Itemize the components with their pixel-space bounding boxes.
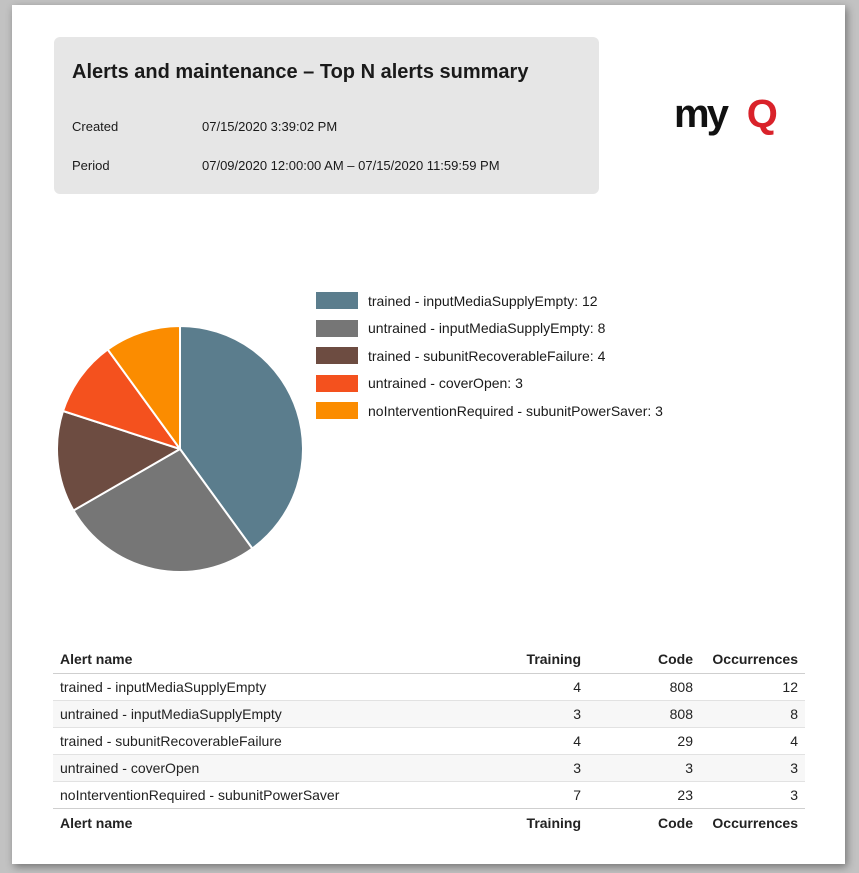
svg-text:m: m: [674, 92, 710, 136]
svg-text:y: y: [707, 92, 730, 136]
svg-text:Q: Q: [747, 92, 778, 136]
